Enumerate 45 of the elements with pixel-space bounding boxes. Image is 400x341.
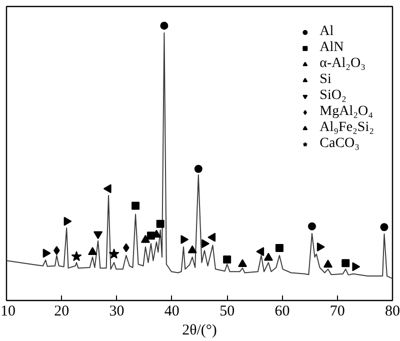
x-tick-label: 60	[274, 304, 290, 320]
legend-label: CaCO₃	[320, 136, 360, 152]
point	[64, 216, 72, 226]
point	[208, 232, 216, 242]
point	[122, 243, 130, 252]
point	[108, 248, 120, 259]
legend-label: Al	[320, 24, 335, 40]
point	[94, 231, 103, 240]
point	[71, 251, 82, 262]
point	[323, 260, 332, 268]
point	[103, 184, 112, 194]
point	[352, 262, 360, 272]
x-tick-label: 70	[330, 304, 345, 320]
point	[308, 222, 316, 230]
point	[380, 223, 388, 232]
x-tick-label: 40	[164, 304, 180, 320]
point	[140, 234, 150, 243]
x-tick-label: 10	[0, 304, 16, 320]
point	[223, 256, 232, 264]
point	[256, 247, 264, 256]
point	[238, 259, 248, 268]
point	[88, 247, 98, 255]
point	[188, 245, 197, 254]
point	[316, 242, 325, 252]
legend-label: Al₉Fe₂Si₂	[320, 120, 374, 136]
point	[275, 244, 284, 252]
x-tick-label: 80	[385, 304, 400, 320]
legend-label: Si	[320, 72, 332, 88]
point	[202, 239, 210, 248]
point	[194, 164, 202, 173]
legend-label: MgAl₂O₄	[320, 104, 373, 120]
legend-label: α-Al₂O₃	[320, 56, 366, 72]
x-axis-title: 2θ/(°)	[182, 322, 217, 338]
point	[132, 202, 140, 210]
point	[180, 235, 189, 244]
point	[42, 248, 51, 258]
legend-label: AlN	[320, 40, 344, 56]
point	[160, 22, 168, 30]
x-tick-label: 50	[220, 304, 235, 320]
point	[156, 220, 164, 228]
point	[264, 252, 273, 261]
legend-label: SiO₂	[320, 88, 346, 104]
point	[342, 259, 350, 268]
x-tick-label: 20	[54, 304, 70, 320]
x-tick-label: 30	[109, 304, 124, 320]
